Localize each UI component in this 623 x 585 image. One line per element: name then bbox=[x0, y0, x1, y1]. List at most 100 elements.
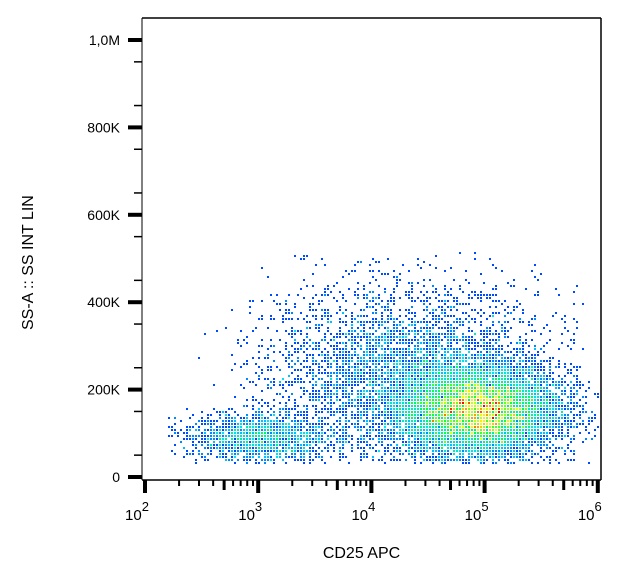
density-bin bbox=[330, 384, 332, 386]
density-bin bbox=[312, 426, 314, 428]
density-bin bbox=[246, 360, 248, 362]
density-bin bbox=[309, 339, 311, 341]
density-bin bbox=[291, 345, 293, 347]
density-bin bbox=[549, 411, 551, 413]
density-bin bbox=[342, 390, 344, 392]
density-bin bbox=[219, 432, 221, 434]
density-bin bbox=[384, 327, 386, 329]
density-bin bbox=[480, 393, 482, 395]
density-bin bbox=[393, 390, 395, 392]
density-bin bbox=[252, 447, 254, 449]
density-bin bbox=[369, 432, 371, 434]
density-bin bbox=[423, 366, 425, 368]
density-bin bbox=[438, 327, 440, 329]
density-bin bbox=[315, 426, 317, 428]
density-bin bbox=[231, 408, 233, 410]
density-bin bbox=[546, 378, 548, 380]
density-bin bbox=[324, 372, 326, 374]
density-bin bbox=[258, 426, 260, 428]
density-bin bbox=[300, 456, 302, 458]
density-bin bbox=[510, 420, 512, 422]
density-bin bbox=[396, 354, 398, 356]
density-bin bbox=[249, 441, 251, 443]
density-bin bbox=[390, 423, 392, 425]
density-bin bbox=[414, 321, 416, 323]
density-bin bbox=[513, 306, 515, 308]
density-bin bbox=[459, 348, 461, 350]
density-bin bbox=[402, 453, 404, 455]
density-bin bbox=[300, 444, 302, 446]
density-bin bbox=[237, 453, 239, 455]
density-bin bbox=[393, 405, 395, 407]
density-bin bbox=[369, 396, 371, 398]
density-bin bbox=[204, 432, 206, 434]
density-bin bbox=[483, 405, 485, 407]
density-bin bbox=[297, 351, 299, 353]
density-bin bbox=[246, 447, 248, 449]
density-bin bbox=[465, 366, 467, 368]
density-bin bbox=[210, 414, 212, 416]
density-bin bbox=[408, 291, 410, 293]
density-bin bbox=[393, 438, 395, 440]
density-bin bbox=[564, 423, 566, 425]
density-bin bbox=[297, 369, 299, 371]
density-bin bbox=[393, 339, 395, 341]
density-bin bbox=[291, 312, 293, 314]
density-bin bbox=[255, 411, 257, 413]
density-bin bbox=[552, 315, 554, 317]
density-bin bbox=[420, 351, 422, 353]
density-bin bbox=[423, 432, 425, 434]
density-bin bbox=[309, 438, 311, 440]
density-bin bbox=[429, 432, 431, 434]
density-bin bbox=[474, 447, 476, 449]
density-bin bbox=[471, 441, 473, 443]
density-bin bbox=[480, 345, 482, 347]
density-bin bbox=[513, 420, 515, 422]
density-bin bbox=[411, 351, 413, 353]
density-bin bbox=[450, 309, 452, 311]
density-bin bbox=[405, 384, 407, 386]
density-bin bbox=[438, 387, 440, 389]
density-bin bbox=[480, 321, 482, 323]
density-bin bbox=[354, 414, 356, 416]
density-bin bbox=[546, 381, 548, 383]
density-bin bbox=[486, 405, 488, 407]
density-bin bbox=[456, 351, 458, 353]
density-bin bbox=[294, 459, 296, 461]
density-bin bbox=[498, 453, 500, 455]
density-bin bbox=[327, 396, 329, 398]
density-bin bbox=[393, 441, 395, 443]
density-bin bbox=[306, 405, 308, 407]
density-bin bbox=[228, 408, 230, 410]
density-bin bbox=[483, 435, 485, 437]
density-bin bbox=[375, 429, 377, 431]
density-bin bbox=[540, 444, 542, 446]
density-bin bbox=[408, 408, 410, 410]
density-bin bbox=[396, 360, 398, 362]
density-bin bbox=[381, 318, 383, 320]
density-bin bbox=[495, 381, 497, 383]
density-bin bbox=[387, 348, 389, 350]
density-bin bbox=[291, 381, 293, 383]
density-bin bbox=[519, 450, 521, 452]
density-bin bbox=[384, 348, 386, 350]
density-bin bbox=[351, 360, 353, 362]
density-bin bbox=[435, 420, 437, 422]
density-bin bbox=[306, 354, 308, 356]
density-bin bbox=[360, 363, 362, 365]
density-bin bbox=[441, 408, 443, 410]
density-bin bbox=[447, 414, 449, 416]
density-bin bbox=[474, 441, 476, 443]
density-bin bbox=[252, 429, 254, 431]
density-bin bbox=[408, 447, 410, 449]
density-bin bbox=[339, 318, 341, 320]
density-bin bbox=[351, 345, 353, 347]
density-bin bbox=[240, 447, 242, 449]
density-bin bbox=[552, 378, 554, 380]
density-bin bbox=[474, 345, 476, 347]
density-bin bbox=[345, 393, 347, 395]
density-bin bbox=[510, 405, 512, 407]
density-bin bbox=[429, 333, 431, 335]
density-bin bbox=[546, 438, 548, 440]
density-bin bbox=[438, 399, 440, 401]
